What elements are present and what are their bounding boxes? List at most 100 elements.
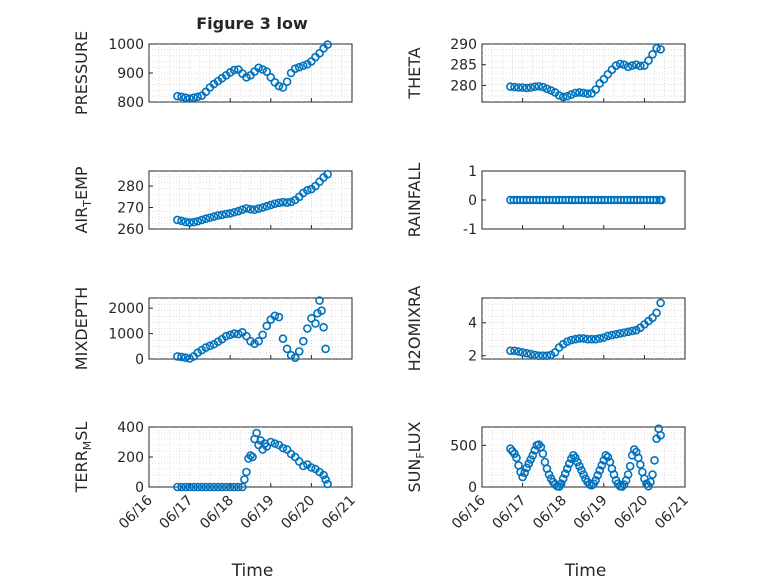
data-point (571, 88, 580, 98)
data-point (262, 67, 272, 76)
data-point (193, 482, 203, 492)
data-point (262, 201, 272, 211)
y-tick-label: 2000 (108, 301, 144, 317)
data-point (221, 331, 231, 341)
data-point (558, 474, 568, 483)
data-point (189, 217, 198, 227)
data-point (597, 461, 607, 470)
data-point (518, 83, 527, 92)
x-tick-label: 06/18 (197, 493, 237, 533)
data-point (270, 199, 280, 208)
data-point (619, 60, 629, 70)
x-tick-label: 06/20 (278, 493, 318, 533)
data-point (644, 481, 653, 491)
y-axis-label: PRESSURE (72, 31, 91, 115)
data-point (603, 331, 613, 341)
data-point (323, 479, 332, 489)
data-point (185, 354, 194, 363)
data-point (294, 347, 304, 356)
data-point (577, 466, 586, 475)
data-point (205, 341, 215, 351)
data-point (254, 63, 263, 73)
data-point (282, 344, 292, 354)
data-point (522, 83, 531, 93)
data-point (526, 349, 536, 359)
data-point (562, 464, 572, 473)
y-axis-label: MIXDEPTH (72, 287, 91, 370)
data-point (640, 61, 649, 70)
y-tick-label: 1 (468, 164, 477, 180)
data-point (562, 337, 572, 346)
y-tick-label: 0 (135, 352, 144, 368)
data-point (538, 82, 548, 92)
data-point (197, 215, 207, 225)
data-point (601, 451, 611, 460)
data-point (652, 195, 661, 205)
data-point (173, 215, 182, 225)
data-point (201, 482, 211, 492)
data-point (242, 204, 251, 213)
data-point (266, 437, 276, 447)
data-point (522, 348, 531, 358)
x-tick-label: 06/20 (611, 493, 651, 533)
data-point (185, 482, 194, 492)
data-point (627, 61, 637, 70)
data-point (221, 209, 231, 219)
data-point (225, 330, 235, 340)
data-point (518, 472, 527, 482)
data-point (234, 206, 243, 216)
data-point (595, 466, 605, 475)
data-point (573, 457, 582, 467)
x-axis-label: Time (231, 561, 274, 581)
data-point (591, 334, 600, 344)
data-point (321, 475, 330, 484)
data-point (278, 443, 288, 453)
x-tick-label: 06/19 (571, 493, 611, 533)
data-point (173, 91, 182, 101)
data-point (209, 212, 219, 221)
data-point (201, 343, 211, 352)
data-point (205, 482, 215, 492)
data-point (530, 350, 540, 360)
data-point (242, 73, 251, 82)
data-point (298, 461, 308, 471)
subplot-pressure: 800 900 1000 PRESSURE (72, 31, 353, 115)
x-axis-label: Time (564, 561, 607, 581)
y-tick-label: 2 (468, 349, 477, 365)
data-point (591, 476, 600, 485)
figure-title: Figure 3 low (196, 14, 308, 33)
data-point (266, 200, 276, 210)
data-point (242, 331, 251, 341)
data-point (213, 482, 223, 492)
data-point (307, 314, 316, 323)
data-point (562, 91, 572, 101)
data-point (607, 330, 617, 340)
subplot-sun_flux: 0 500 06/16 06/17 06/18 06/19 06/20 06/21 SUNFLU… (405, 421, 692, 581)
data-point (631, 60, 641, 70)
subplot-air_temp: 260 270 280 AIRTEMP (72, 166, 353, 238)
data-point (648, 470, 657, 479)
data-point (274, 81, 284, 91)
data-point (615, 329, 625, 338)
data-point (560, 469, 570, 478)
data-point (652, 43, 661, 53)
data-point (603, 452, 613, 462)
data-point (619, 480, 629, 489)
data-point (656, 45, 665, 54)
data-point (193, 92, 203, 102)
data-point (177, 92, 186, 102)
data-point (177, 352, 186, 362)
data-point (286, 197, 296, 207)
y-tick-label: 400 (117, 420, 144, 436)
data-point (650, 456, 659, 465)
data-point (579, 470, 588, 479)
data-point (611, 329, 621, 339)
data-point (311, 319, 320, 328)
data-point (290, 64, 300, 73)
data-point (656, 298, 665, 308)
data-point (619, 328, 629, 337)
y-tick-label: 290 (450, 37, 477, 53)
y-tick-label: 800 (117, 95, 144, 111)
data-point (506, 346, 515, 356)
data-point (278, 83, 288, 92)
